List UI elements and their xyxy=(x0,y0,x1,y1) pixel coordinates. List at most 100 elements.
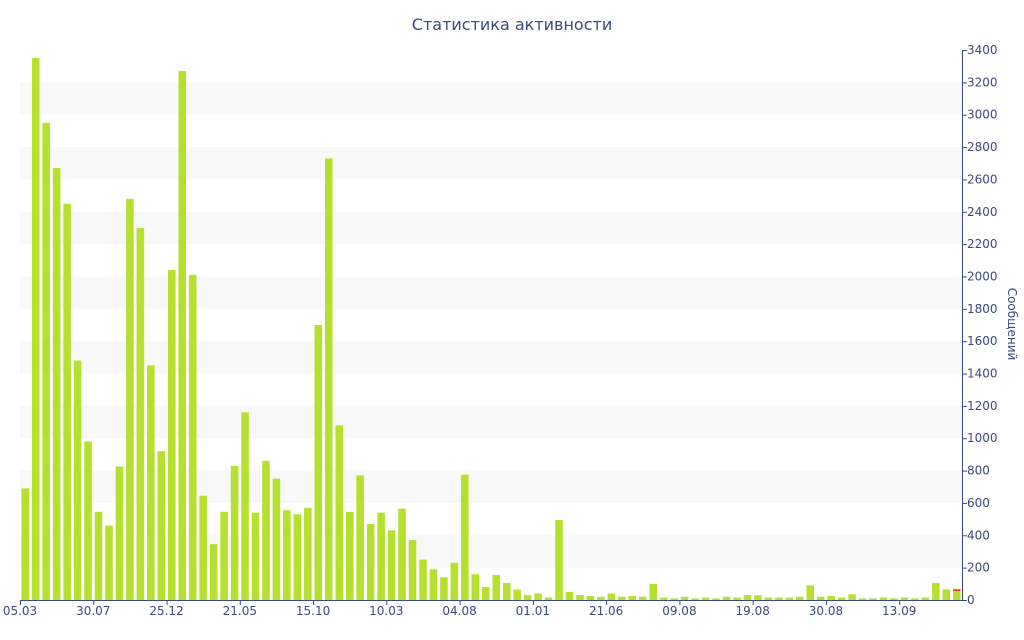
bar xyxy=(785,597,794,600)
axes: 0 200 400 600 800 1000 1200 1400 1600 1800 2000 220… xyxy=(3,43,998,618)
y-tick-label: 2200 xyxy=(967,237,998,251)
y-tick-label: 2600 xyxy=(967,172,998,186)
bar xyxy=(544,597,553,600)
bar xyxy=(618,596,626,600)
x-tick-label: 10.03 xyxy=(369,604,403,618)
bar xyxy=(356,475,364,600)
bar xyxy=(890,598,898,600)
bar xyxy=(450,562,459,600)
bar xyxy=(680,596,689,600)
bar xyxy=(565,591,574,600)
bar xyxy=(42,122,50,600)
y-tick-label: 3200 xyxy=(967,75,998,89)
y-tick-label: 1000 xyxy=(967,431,998,445)
x-tick-label: 21.05 xyxy=(223,604,257,618)
bar xyxy=(816,596,825,600)
bar xyxy=(167,270,176,600)
bar xyxy=(272,478,281,600)
bar xyxy=(733,597,741,600)
bar xyxy=(209,544,218,600)
bar xyxy=(387,530,396,600)
y-axis-title: Сообщений xyxy=(1005,288,1019,361)
bar xyxy=(932,583,940,600)
bar xyxy=(188,274,197,600)
bar xyxy=(440,577,448,600)
bar xyxy=(607,593,616,600)
bar xyxy=(502,583,511,600)
grid-band xyxy=(20,147,962,180)
grid-band xyxy=(20,211,962,245)
bar xyxy=(775,597,783,600)
bar xyxy=(911,598,919,600)
grid-band xyxy=(20,470,962,503)
bar xyxy=(900,597,909,600)
bar xyxy=(701,597,710,600)
bar xyxy=(722,596,731,600)
bar xyxy=(345,511,354,600)
bar xyxy=(63,203,71,601)
x-tick-label: 21.06 xyxy=(589,604,623,618)
bar-highlight xyxy=(952,589,961,591)
bar xyxy=(147,365,155,600)
bar xyxy=(408,540,417,600)
bar xyxy=(942,589,951,600)
y-tick-label: 2800 xyxy=(967,140,998,154)
y-tick-label: 2000 xyxy=(967,269,998,283)
grid-band xyxy=(20,82,962,115)
grid-band xyxy=(20,276,962,309)
x-tick-label: 25.12 xyxy=(149,604,183,618)
bar xyxy=(712,598,720,600)
bar xyxy=(105,525,113,600)
x-tick-label: 13.09 xyxy=(882,604,916,618)
bar xyxy=(419,559,427,600)
bar xyxy=(366,523,375,600)
bar xyxy=(513,589,521,600)
bar xyxy=(638,596,647,600)
bar xyxy=(31,58,40,600)
x-tick-label: 19.08 xyxy=(735,604,769,618)
bar xyxy=(304,507,312,600)
bar xyxy=(230,465,239,600)
y-tick-label: 600 xyxy=(967,496,990,510)
bar xyxy=(136,227,145,601)
x-tick-label: 09.08 xyxy=(662,604,696,618)
bar xyxy=(377,512,385,600)
bar xyxy=(754,595,762,600)
bar xyxy=(795,596,804,600)
bar xyxy=(220,511,228,600)
x-tick-label: 05.03 xyxy=(3,604,37,618)
y-tick-label: 2400 xyxy=(967,205,998,219)
y-tick-label: 1400 xyxy=(967,367,998,381)
y-tick-label: 3400 xyxy=(967,43,998,57)
x-tick-label: 30.08 xyxy=(809,604,843,618)
bar xyxy=(952,588,961,600)
x-tick-label: 15.10 xyxy=(296,604,330,618)
bar xyxy=(324,158,333,600)
bar xyxy=(84,441,92,600)
y-tick-label: 3000 xyxy=(967,108,998,122)
bar xyxy=(314,325,323,600)
bar xyxy=(659,597,668,600)
bar xyxy=(471,574,480,600)
bar xyxy=(576,595,584,600)
bar xyxy=(178,71,187,600)
y-tick-label: 800 xyxy=(967,464,990,478)
bar xyxy=(523,595,532,600)
bar xyxy=(461,474,469,600)
bar xyxy=(73,360,82,600)
y-tick-label: 400 xyxy=(967,528,990,542)
bar xyxy=(94,511,103,600)
bar xyxy=(555,519,563,600)
bars xyxy=(21,58,961,601)
bar xyxy=(429,569,438,600)
bar xyxy=(628,595,637,600)
x-tick-label: 01.01 xyxy=(516,604,550,618)
y-tick-label: 1200 xyxy=(967,399,998,413)
bar xyxy=(492,574,501,600)
bar xyxy=(649,583,658,600)
bar xyxy=(199,495,207,600)
bar xyxy=(806,585,815,600)
y-tick-label: 0 xyxy=(967,593,975,607)
